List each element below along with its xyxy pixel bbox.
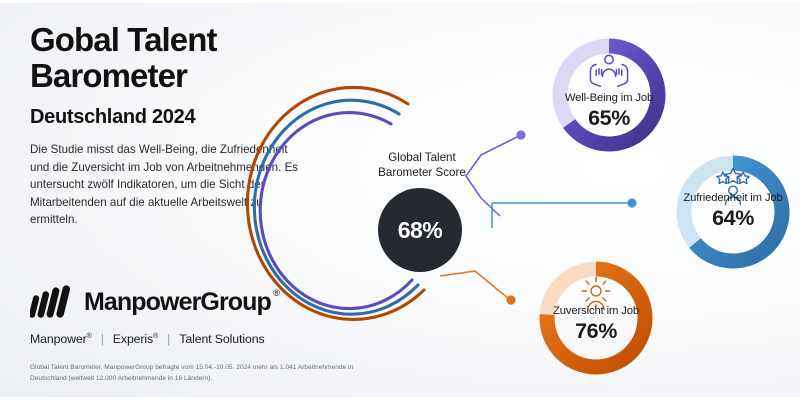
description-paragraph: Die Studie misst das Well-Being, die Zuf… <box>30 143 299 227</box>
ring-wellbeing <box>552 38 666 152</box>
bottom-edge-bar <box>0 397 800 400</box>
source-footnote: Global Talent Barometer, ManpowerGroup b… <box>30 364 354 382</box>
ring-confidence <box>539 261 653 375</box>
manpowergroup-mark-icon <box>30 285 70 318</box>
connector-wellbeing-segment <box>480 135 520 156</box>
connector-confidence-line <box>439 270 510 300</box>
logo-registered-mark: ® <box>273 287 280 298</box>
connector-wellbeing <box>465 130 526 217</box>
center-score-arcs <box>245 85 426 321</box>
page-subtitle: Deutschland 2024 <box>30 106 196 128</box>
connector-confidence <box>439 270 516 305</box>
connector-satisfaction <box>491 198 637 228</box>
brand-separator-1: | <box>100 332 104 346</box>
ring-confidence-value-arc <box>539 261 653 375</box>
logo-wordmark-text: ManpowerGroup <box>84 287 272 316</box>
center-score-caption-line2: Barometer Score <box>378 166 466 179</box>
center-arc-purple <box>258 110 414 311</box>
center-arc-orange <box>245 85 426 321</box>
center-score-caption-line1: Global Talent <box>388 151 456 164</box>
sun-person-icon <box>581 276 611 311</box>
page-title: Gobal Talent Barometer <box>30 21 218 94</box>
ring-satisfaction <box>676 155 790 269</box>
connector-wellbeing-dot <box>516 130 526 140</box>
manpowergroup-logo: ManpowerGroup ® Manpower® | Experis® | Ta… <box>30 285 280 346</box>
brand-talent-solutions: Talent Solutions <box>179 332 265 346</box>
center-score-caption: Global Talent Barometer Score <box>352 150 492 180</box>
brand-manpower: Manpower® <box>30 332 92 346</box>
top-edge-bar <box>0 0 800 3</box>
center-score-value: 68% <box>397 216 443 243</box>
stars-person-icon <box>716 167 750 206</box>
connector-confidence-dot <box>506 295 516 305</box>
logo-wordmark: ManpowerGroup ® <box>84 287 280 316</box>
connector-wellbeing-lower <box>465 175 501 217</box>
text-column: Gobal Talent Barometer Deutschland 2024 … <box>30 22 330 229</box>
ring-wellbeing-value-arc <box>552 38 666 152</box>
hands-person-icon <box>589 54 629 88</box>
center-arc-blue <box>252 98 420 316</box>
brand-experis: Experis® <box>112 332 159 346</box>
connector-satisfaction-dot <box>627 198 637 208</box>
center-score-bubble: 68% <box>378 188 462 272</box>
brand-separator-2: | <box>167 332 171 346</box>
brand-list: Manpower® | Experis® | Talent Solutions <box>30 332 271 346</box>
ring-satisfaction-value-arc <box>676 155 790 269</box>
